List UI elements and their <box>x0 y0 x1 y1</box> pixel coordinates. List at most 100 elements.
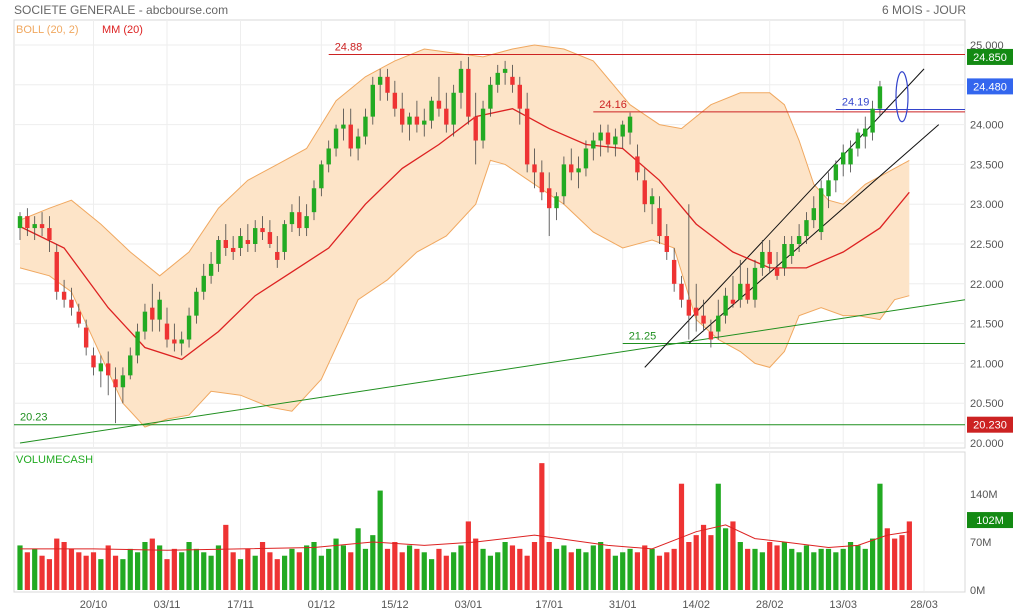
volume-bar <box>201 552 207 590</box>
volume-bar <box>906 521 912 590</box>
candle-body <box>363 116 368 137</box>
volume-y-tick-label: 140M <box>970 489 998 501</box>
volume-bar <box>142 542 148 590</box>
y-tick-label: 23.500 <box>970 159 1004 171</box>
volume-bar <box>715 483 721 590</box>
volume-bar <box>436 548 442 590</box>
candle-body <box>25 216 30 229</box>
volume-bar <box>767 542 773 590</box>
candle-body <box>752 267 758 300</box>
candle-body <box>238 236 243 248</box>
candle-body <box>253 228 258 244</box>
candle-body <box>407 116 412 125</box>
volume-bar <box>546 542 552 590</box>
candle-body <box>671 259 677 284</box>
y-tick-label: 21.500 <box>970 319 1004 331</box>
candle-body <box>429 100 434 121</box>
price-label-box <box>967 48 1013 65</box>
volume-bar <box>737 542 743 590</box>
volume-bar <box>627 548 633 590</box>
volume-bar <box>892 538 898 590</box>
candle-body <box>664 236 669 252</box>
candle-body <box>47 228 52 241</box>
candle-body <box>333 128 339 149</box>
price-label-text: 24.480 <box>973 81 1007 93</box>
candle-body <box>120 375 126 388</box>
x-tick-label: 31/01 <box>609 599 637 611</box>
candle-body <box>642 180 647 205</box>
volume-bar <box>90 552 97 590</box>
volume-bar <box>524 555 530 590</box>
volume-bar <box>171 548 177 590</box>
volume-bar <box>362 548 369 590</box>
candle-body <box>135 331 140 356</box>
volume-bar <box>24 552 30 590</box>
volume-bar <box>818 548 824 590</box>
volume-bar <box>39 555 45 590</box>
trend-line <box>19 299 966 444</box>
volume-bar <box>282 555 288 590</box>
candle-body <box>686 299 692 316</box>
volume-bar <box>509 545 516 590</box>
volume-bar <box>289 548 295 590</box>
candle-body <box>297 212 302 229</box>
volume-bar <box>377 490 383 590</box>
volume-bar <box>186 542 192 590</box>
candle-body <box>532 164 537 173</box>
volume-bar <box>568 552 574 590</box>
candle-body <box>267 232 273 244</box>
volume-bar <box>311 542 317 590</box>
volume-bar <box>811 552 817 590</box>
volume-bar <box>230 552 236 590</box>
volume-bar <box>208 555 214 590</box>
x-tick-label: 20/10 <box>80 599 108 611</box>
volume-bar <box>745 548 751 590</box>
y-tick-label: 23.000 <box>970 199 1004 211</box>
bollinger-upper-line <box>19 44 910 277</box>
volume-bar <box>693 535 699 590</box>
candle-body <box>91 355 96 368</box>
x-tick-label: 03/11 <box>154 599 181 611</box>
volume-bar <box>392 542 398 590</box>
volume-bar <box>671 548 677 590</box>
volume-bar <box>612 555 618 590</box>
candle-body <box>877 86 883 109</box>
candle-body <box>547 188 552 209</box>
volume-bar <box>252 555 258 590</box>
volume-bar <box>781 542 787 590</box>
volume-bar <box>620 552 626 590</box>
candle-body <box>128 355 133 376</box>
volume-bar <box>421 552 427 590</box>
candle-body <box>591 140 596 149</box>
candle-body <box>716 315 721 332</box>
candle-body <box>627 116 633 133</box>
volume-bar <box>61 542 67 590</box>
volume-bar <box>833 552 839 590</box>
candle-body <box>216 240 221 264</box>
volume-bar <box>502 542 508 590</box>
volume-bar <box>370 535 376 590</box>
volume-bar <box>664 552 670 590</box>
candle-body <box>458 68 464 93</box>
volume-bar <box>576 548 582 590</box>
legend-boll: BOLL (20, 2) <box>16 24 79 36</box>
candle-body <box>774 267 780 276</box>
volume-bar <box>465 521 471 590</box>
candle-body <box>223 240 228 248</box>
candle-body <box>39 224 45 229</box>
candle-body <box>620 124 625 137</box>
volume-bar <box>656 555 663 590</box>
volume-bar <box>17 545 23 590</box>
volume-bar <box>245 548 251 590</box>
volume-bar <box>723 528 729 590</box>
candle-body <box>657 208 662 237</box>
volume-bar <box>54 538 60 590</box>
candle-body <box>517 84 522 109</box>
candle-body <box>855 132 861 149</box>
volume-bar <box>179 552 185 590</box>
volume-bar <box>451 552 457 590</box>
chart-timeframe: 6 MOIS - JOUR <box>881 3 966 17</box>
candle-body <box>576 168 581 173</box>
